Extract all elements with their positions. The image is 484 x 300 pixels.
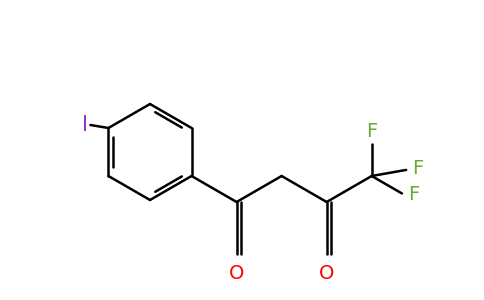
Text: I: I	[82, 115, 89, 135]
Text: F: F	[408, 185, 419, 204]
Text: F: F	[412, 159, 424, 178]
Text: O: O	[319, 264, 334, 283]
Text: F: F	[366, 122, 378, 141]
Text: O: O	[229, 264, 244, 283]
